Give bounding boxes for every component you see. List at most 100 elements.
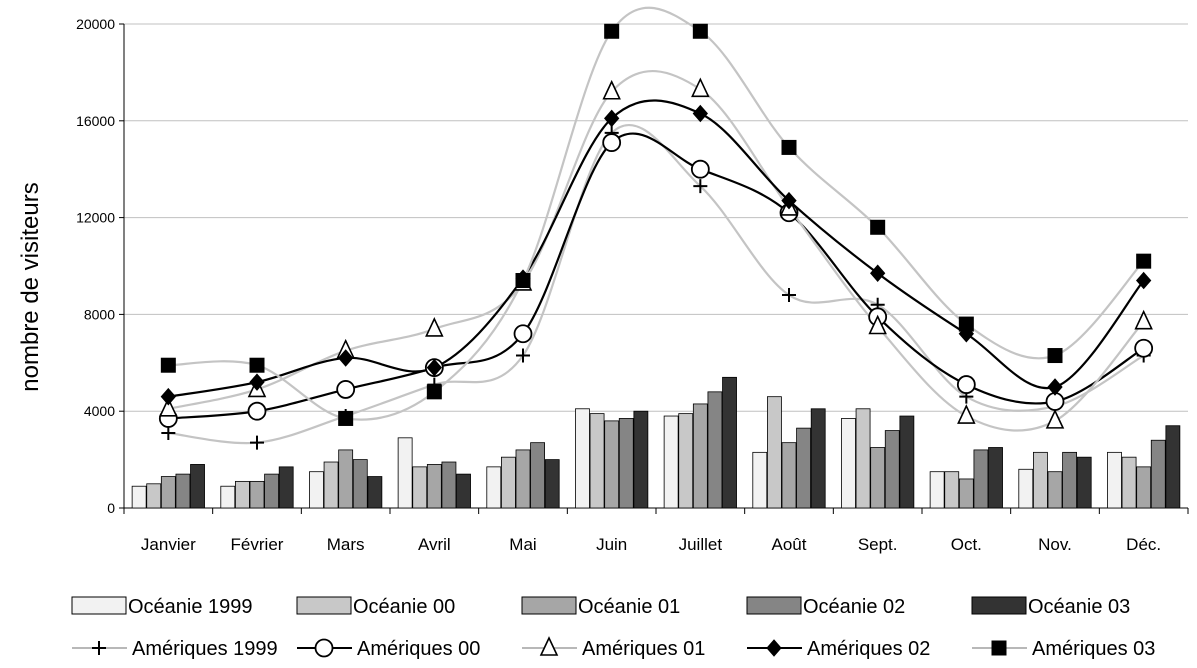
legend-swatch xyxy=(521,596,577,615)
y-axis: 0 4000 8000 12000 16000 20000 xyxy=(76,16,125,516)
bar xyxy=(1033,451,1048,509)
bar xyxy=(1062,451,1077,509)
bar xyxy=(131,485,147,509)
bar xyxy=(973,449,989,509)
legend-swatch xyxy=(71,596,127,615)
bar xyxy=(1165,425,1181,509)
triangle-marker xyxy=(425,317,444,337)
series-markers xyxy=(160,104,1152,406)
bar xyxy=(160,476,176,509)
circle-marker xyxy=(690,159,710,179)
circle-marker xyxy=(1134,338,1154,358)
bar xyxy=(1107,451,1122,509)
series-line xyxy=(168,99,1145,398)
square-marker xyxy=(160,357,176,373)
bar xyxy=(530,442,545,509)
bar xyxy=(264,473,280,509)
bar xyxy=(367,476,383,509)
legend-label: Amériques 01 xyxy=(582,638,705,660)
x-tick-label: Juin xyxy=(596,535,627,554)
series-markers xyxy=(160,23,1152,426)
plus-marker xyxy=(92,641,106,655)
circle-marker xyxy=(336,380,356,399)
series-line xyxy=(168,132,1145,420)
x-tick-label: Mai xyxy=(509,535,536,554)
diamond-marker xyxy=(426,358,442,377)
bar xyxy=(220,485,236,509)
series-markers xyxy=(159,77,1153,429)
bar xyxy=(678,413,694,509)
bar xyxy=(234,480,250,509)
diamond-marker xyxy=(249,373,265,391)
circle-marker xyxy=(602,133,622,152)
square-marker xyxy=(604,23,620,39)
bar xyxy=(604,420,620,509)
legend-label: Amériques 00 xyxy=(357,638,480,660)
bar xyxy=(899,415,915,509)
bar xyxy=(1121,456,1137,509)
bar xyxy=(884,430,900,509)
diamond-marker xyxy=(604,109,620,128)
bar xyxy=(633,410,649,509)
bar xyxy=(781,442,797,509)
x-axis: Janvier Février Mars Avril Mai Juin Juillet Aoû… xyxy=(123,507,1189,554)
square-marker xyxy=(958,316,974,332)
bar xyxy=(175,473,191,509)
bar xyxy=(810,408,826,509)
circle-marker xyxy=(247,401,267,421)
square-marker xyxy=(1047,348,1063,364)
bar xyxy=(397,437,413,509)
x-tick-label: Février xyxy=(231,535,284,554)
bar xyxy=(544,459,560,509)
plus-marker xyxy=(782,288,796,303)
square-marker xyxy=(338,410,354,426)
legend-swatch xyxy=(971,596,1027,615)
legend-label: Océanie 02 xyxy=(803,596,905,618)
x-tick-label: Août xyxy=(772,535,807,554)
bar xyxy=(663,415,679,509)
bar xyxy=(146,483,162,509)
y-tick-label: 12000 xyxy=(76,210,115,226)
legend: Océanie 1999 Océanie 00 Océanie 01 Océanie … xyxy=(71,596,1155,660)
square-marker xyxy=(991,640,1007,656)
circle-marker xyxy=(314,638,334,658)
triangle-marker xyxy=(539,636,559,656)
bar xyxy=(456,473,471,509)
square-marker xyxy=(515,273,531,289)
bar xyxy=(1018,468,1034,509)
square-marker xyxy=(249,357,265,373)
legend-label: Amériques 1999 xyxy=(132,638,278,660)
legend-label: Océanie 1999 xyxy=(128,596,253,618)
bar xyxy=(707,391,723,509)
plus-marker xyxy=(516,348,530,363)
diamond-marker xyxy=(160,387,176,406)
bar-series-group xyxy=(131,376,1181,509)
plus-marker xyxy=(161,425,176,440)
triangle-marker xyxy=(957,404,976,424)
triangle-marker xyxy=(602,79,621,100)
bar xyxy=(412,466,428,509)
y-tick-label: 8000 xyxy=(84,306,115,322)
bar xyxy=(338,449,354,509)
bar xyxy=(1150,439,1166,509)
y-tick-label: 16000 xyxy=(76,113,115,129)
bar xyxy=(988,447,1003,509)
diamond-marker xyxy=(870,264,886,283)
bar xyxy=(249,480,265,509)
legend-swatch xyxy=(296,596,352,615)
x-tick-label: Avril xyxy=(418,535,451,554)
square-marker xyxy=(692,23,708,39)
bar xyxy=(841,418,856,509)
square-marker xyxy=(781,139,797,155)
bar xyxy=(618,418,634,509)
triangle-marker xyxy=(868,314,887,335)
y-tick-label: 20000 xyxy=(76,16,115,32)
triangle-marker xyxy=(159,396,178,417)
square-marker xyxy=(870,219,886,235)
legend-label: Océanie 03 xyxy=(1028,596,1130,618)
legend-label: Amériques 02 xyxy=(807,638,930,660)
y-axis-label: nombre de visiteurs xyxy=(17,182,44,391)
x-tick-label: Sept. xyxy=(858,535,898,554)
bar xyxy=(515,449,531,509)
